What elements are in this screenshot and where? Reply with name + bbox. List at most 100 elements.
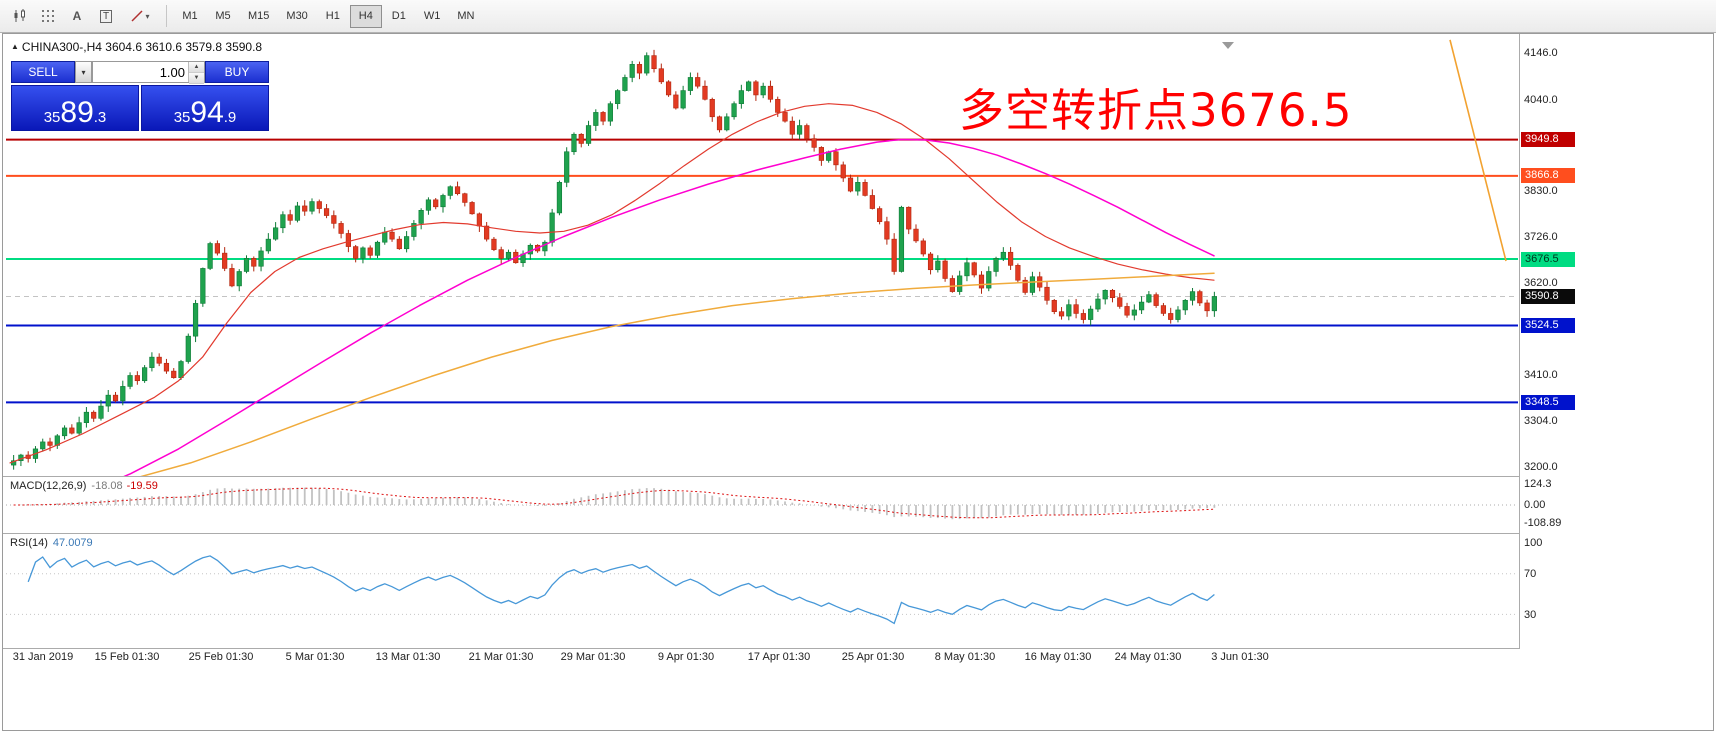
fast-ma: [9, 103, 1215, 464]
price-badge-3676.5[interactable]: 3676.5: [1521, 251, 1575, 267]
symbol-ohlc-line: ▲ CHINA300-,H4 3604.6 3610.6 3579.8 3590.…: [11, 40, 262, 54]
sell-price-head: 35: [43, 108, 61, 126]
timeframe-m5[interactable]: M5: [207, 5, 239, 28]
time-axis-label: 8 May 01:30: [934, 651, 996, 663]
chart-window: ▲ CHINA300-,H4 3604.6 3610.6 3579.8 3590.…: [2, 33, 1714, 731]
candles-layer: [11, 49, 1217, 470]
price-axis-tick: 3200.0: [1524, 460, 1558, 473]
rsi-name: RSI(14): [10, 537, 48, 549]
time-axis-label: 9 Apr 01:30: [657, 651, 715, 663]
buy-price-display[interactable]: 35 94.9: [141, 85, 269, 131]
price-badge-3949.8[interactable]: 3949.8: [1521, 132, 1575, 148]
panel-separator[interactable]: [3, 476, 1519, 477]
macd-indicator-label: MACD(12,26,9) -18.08 -19.59: [10, 480, 158, 492]
timeframe-d1[interactable]: D1: [383, 5, 415, 28]
macd-axis-max: 124.3: [1524, 478, 1552, 490]
sell-price-pip: .3: [93, 108, 107, 126]
rsi-line: [27, 555, 1215, 625]
text-box-tool-button[interactable]: T: [92, 4, 120, 29]
rsi-axis-100: 100: [1524, 537, 1543, 549]
timeframe-h4[interactable]: H4: [349, 4, 382, 28]
mid-ma: [123, 138, 1215, 476]
price-axis-tick: 3620.0: [1524, 277, 1558, 290]
rsi-value: 47.0079: [52, 537, 93, 549]
volume-stepper: ▲ ▼: [188, 62, 204, 84]
time-axis-label: 5 Mar 01:30: [285, 651, 345, 663]
macd-signal-value: -19.59: [126, 480, 158, 492]
buy-button[interactable]: BUY: [205, 61, 269, 83]
toolbar-separator: [166, 5, 167, 27]
time-axis-label: 15 Feb 01:30: [94, 651, 160, 663]
line-studies-button[interactable]: ▾: [121, 4, 159, 29]
timeframe-w1[interactable]: W1: [416, 5, 449, 28]
macd-main-value: -18.08: [91, 480, 123, 492]
rsi-axis-30: 30: [1524, 609, 1537, 621]
price-axis-tick: 4146.0: [1524, 47, 1558, 60]
chevron-down-icon: ▾: [145, 11, 150, 21]
sell-button[interactable]: SELL: [11, 61, 75, 83]
price-axis-separator: [1519, 34, 1520, 649]
sell-price-display[interactable]: 35 89.3: [11, 85, 139, 131]
timeframe-mn[interactable]: MN: [449, 5, 482, 28]
grid-icon: [42, 10, 54, 22]
macd-panel[interactable]: [6, 478, 1518, 532]
timeframe-m30[interactable]: M30: [278, 5, 315, 28]
candlestick-chart-icon[interactable]: [5, 4, 33, 29]
timeframe-m15[interactable]: M15: [240, 5, 277, 28]
rsi-axis-70: 70: [1524, 568, 1537, 580]
volume-input[interactable]: [93, 62, 188, 82]
price-badge-3866.8[interactable]: 3866.8: [1521, 168, 1575, 184]
price-axis-tick: 4040.0: [1524, 93, 1558, 106]
time-axis-label: 17 Apr 01:30: [747, 651, 811, 663]
moving-averages: [9, 103, 1215, 476]
letter-a-icon: A: [72, 9, 82, 23]
horizontal-lines[interactable]: [6, 138, 1518, 404]
macd-signal-line: [13, 487, 1215, 519]
timeframe-h1[interactable]: H1: [317, 5, 349, 28]
grid-icon-button[interactable]: [34, 4, 62, 29]
boxed-t-icon: T: [99, 9, 113, 23]
price-axis-tick: 3830.0: [1524, 185, 1558, 198]
trendline-icon: [131, 10, 144, 22]
descending-trendline[interactable]: [1449, 39, 1507, 262]
timeframe-m1[interactable]: M1: [174, 5, 206, 28]
price-axis-tick: 3304.0: [1524, 415, 1558, 428]
time-axis-label: 29 Mar 01:30: [560, 651, 626, 663]
chart-annotation-text[interactable]: 多空转折点3676.5: [959, 84, 1353, 137]
time-axis-label: 13 Mar 01:30: [375, 651, 441, 663]
time-axis-label: 21 Mar 01:30: [468, 651, 534, 663]
panel-separator[interactable]: [3, 533, 1519, 534]
volume-dropdown-button[interactable]: ▾: [75, 61, 92, 83]
price-badge-3524.5[interactable]: 3524.5: [1521, 317, 1575, 333]
price-chart[interactable]: [6, 39, 1518, 476]
symbol-arrow-icon: ▲: [11, 42, 19, 51]
panel-separator: [3, 648, 1519, 649]
rsi-indicator-label: RSI(14) 47.0079: [10, 537, 93, 549]
chart-shift-marker-icon[interactable]: [1222, 42, 1234, 49]
time-axis-label: 25 Apr 01:30: [841, 651, 905, 663]
toolbar: A T ▾ M1 M5 M15 M30 H1 H4 D1 W1 MN: [0, 0, 1716, 33]
volume-decrease-button[interactable]: ▼: [189, 73, 204, 84]
macd-axis-zero: 0.00: [1524, 499, 1546, 511]
volume-increase-button[interactable]: ▲: [189, 62, 204, 73]
time-axis-label: 24 May 01:30: [1114, 651, 1182, 663]
price-axis-tick: 3726.0: [1524, 230, 1558, 243]
price-badge-3348.5[interactable]: 3348.5: [1521, 394, 1575, 410]
price-badge-3590.8: 3590.8: [1521, 288, 1575, 304]
time-axis-label: 16 May 01:30: [1024, 651, 1092, 663]
buy-price-pip: .9: [223, 108, 237, 126]
time-axis-label: 31 Jan 2019: [12, 651, 74, 663]
rsi-panel[interactable]: [6, 535, 1518, 647]
volume-field-wrap: ▲ ▼: [92, 61, 205, 84]
price-axis-tick: 3410.0: [1524, 368, 1558, 381]
candles-icon: [14, 9, 25, 22]
text-label-tool-button[interactable]: A: [63, 4, 91, 29]
slow-ma: [140, 272, 1215, 476]
macd-name: MACD(12,26,9): [10, 480, 87, 492]
time-axis-label: 3 Jun 01:30: [1211, 651, 1269, 663]
chevron-down-icon: ▾: [81, 67, 86, 77]
buy-price-big: 94: [190, 96, 224, 129]
macd-axis-min: -108.89: [1524, 517, 1562, 529]
sell-price-big: 89: [60, 96, 94, 129]
